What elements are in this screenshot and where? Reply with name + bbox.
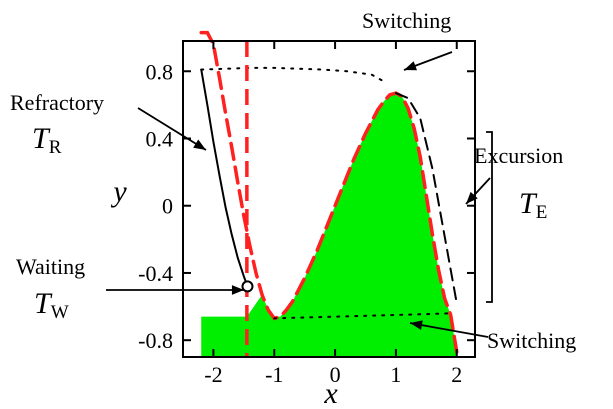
annotation-waiting: Waiting — [16, 254, 85, 279]
y-tick-label: -0.8 — [138, 328, 173, 353]
label-t-excursion-sub: E — [536, 202, 548, 223]
y-axis-label: y — [110, 175, 127, 208]
arrow-switching-top-head — [404, 61, 417, 71]
switching-top-dotted — [200, 66, 388, 85]
arrow-excursion-head — [466, 191, 478, 204]
label-t-waiting-sub: W — [51, 302, 69, 323]
label-t-excursion-t: T — [519, 187, 538, 220]
label-t-waiting: TW — [34, 287, 69, 323]
label-t-refractory-sub: R — [49, 137, 62, 158]
x-tick-label: -1 — [265, 362, 283, 387]
arrow-switching-bottom-head — [410, 320, 423, 330]
label-t-refractory: TR — [32, 122, 62, 158]
y-tick-label: 0 — [162, 194, 173, 219]
arrow-refractory-head — [193, 139, 206, 150]
arrow-switching-bottom — [409, 322, 489, 338]
x-tick-label: 2 — [451, 362, 462, 387]
label-t-excursion: TE — [519, 187, 547, 223]
y-tick-label: 0.4 — [146, 126, 174, 151]
excursion-bracket — [486, 131, 493, 303]
label-t-waiting-t: T — [34, 287, 53, 320]
label-t-refractory-t: T — [32, 122, 51, 155]
y-tick-label: -0.4 — [138, 261, 173, 286]
annotation-refractory: Refractory — [10, 90, 104, 115]
switching-bottom-dotted — [273, 312, 452, 320]
x-tick-label: 0 — [330, 362, 341, 387]
nullcline-series — [199, 30, 459, 354]
refractory-trajectory — [200, 68, 249, 288]
arrow-refractory — [137, 107, 207, 151]
arrow-waiting-head — [231, 285, 244, 295]
excursion-dashed — [394, 92, 458, 305]
x-axis-label: x — [323, 377, 338, 409]
annotation-switching-bottom: Switching — [487, 328, 576, 353]
annotation-switching-top: Switching — [362, 8, 451, 33]
x-tick-label: 1 — [390, 362, 401, 387]
x-tick-label: -2 — [204, 362, 222, 387]
waiting-marker — [241, 280, 254, 293]
annotation-excursion: Excursion — [474, 143, 563, 168]
y-tick-label: 0.8 — [146, 59, 174, 84]
